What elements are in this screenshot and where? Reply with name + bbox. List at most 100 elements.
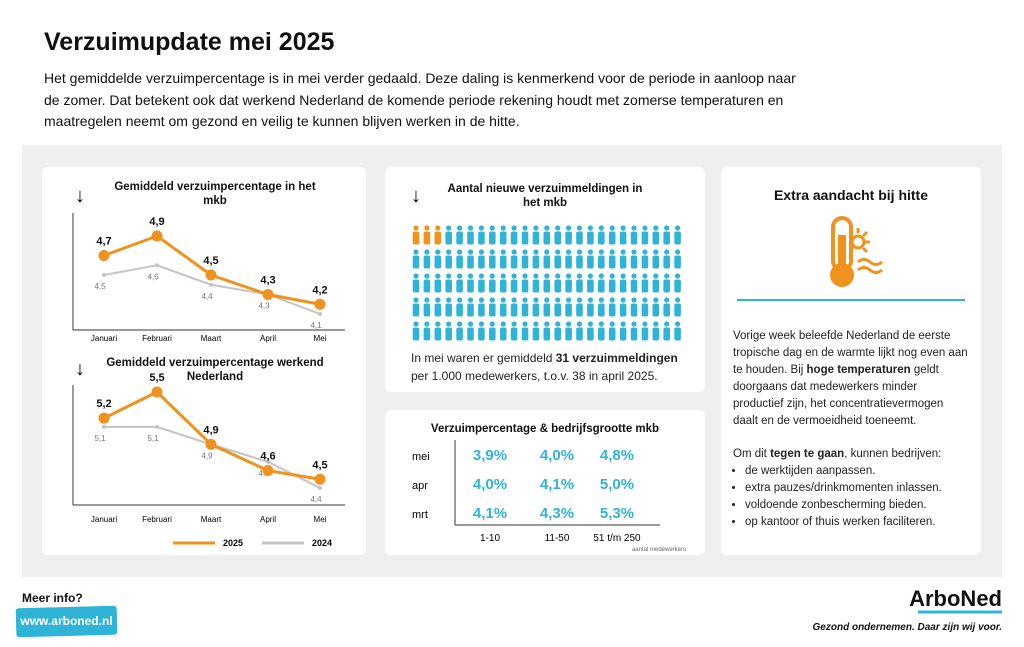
bullet: extra pauzes/drinkmomenten inlassen.: [745, 480, 985, 497]
person-icon: [598, 327, 605, 341]
person-icon: [566, 297, 572, 303]
bullet-list: de werktijden aanpassen.extra pauzes/dri…: [733, 463, 985, 531]
x-tick-label: Maart: [201, 334, 222, 343]
person-icon: [674, 303, 681, 317]
person-icon: [489, 327, 496, 341]
person-icon: [620, 321, 626, 327]
more-info: Meer info?: [22, 591, 83, 605]
person-icon: [511, 273, 517, 279]
person-icon: [435, 225, 441, 231]
person-icon: [631, 273, 637, 279]
bullet: op kantoor of thuis werken faciliteren.: [745, 514, 985, 531]
person-icon: [467, 297, 474, 303]
card: [385, 410, 705, 555]
person-icon: [609, 321, 615, 327]
person-icon: [554, 231, 561, 245]
person-icon: [435, 321, 441, 327]
data-point: [266, 459, 270, 464]
intro-text: Het gemiddelde verzuimpercentage is in m…: [44, 70, 796, 129]
data-point: [151, 230, 163, 242]
table-cell: 4,3%: [540, 505, 574, 522]
table-cell: 4,8%: [600, 447, 634, 464]
row-label: apr: [412, 480, 428, 492]
person-icon: [609, 225, 615, 231]
person-icon: [608, 279, 616, 293]
person-icon: [456, 279, 463, 293]
person-icon: [565, 303, 572, 317]
person-icon: [576, 273, 583, 279]
person-icon: [413, 297, 419, 303]
person-icon: [543, 231, 551, 245]
person-icon: [478, 321, 484, 327]
value-label: 5,1: [94, 434, 106, 443]
person-icon: [587, 249, 594, 255]
data-point: [151, 386, 163, 398]
person-icon: [598, 273, 604, 279]
person-icon: [565, 231, 572, 245]
person-icon: [663, 279, 670, 293]
person-icon: [532, 231, 540, 245]
person-icon: [587, 255, 594, 269]
person-icon: [674, 279, 681, 293]
person-icon: [510, 231, 518, 245]
person-icon: [587, 321, 594, 327]
row-label: mrt: [412, 509, 428, 521]
value-label: 5,2: [96, 398, 111, 410]
person-icon: [522, 225, 528, 231]
data-point: [262, 465, 274, 477]
person-icon: [652, 279, 660, 293]
table-note: aantal medewerkers: [632, 547, 686, 553]
person-icon: [500, 297, 506, 303]
person-icon: [511, 225, 517, 231]
person-icon: [522, 273, 528, 279]
table-title: Verzuimpercentage & bedrijfsgrootte mkb: [430, 423, 660, 435]
person-icon: [642, 273, 648, 279]
person-icon: [544, 273, 550, 279]
person-icon: [619, 327, 627, 341]
data-point: [262, 289, 274, 300]
person-icon: [565, 327, 572, 341]
card: [721, 167, 981, 555]
person-icon: [510, 279, 518, 293]
person-icon: [653, 321, 659, 327]
person-icon: [434, 327, 442, 341]
person-icon: [642, 297, 648, 303]
person-icon: [663, 231, 670, 245]
person-icon: [554, 303, 561, 317]
person-icon: [576, 231, 583, 245]
person-icon: [510, 255, 518, 269]
person-icon: [457, 225, 463, 231]
person-icon: [587, 231, 594, 245]
person-icon: [544, 321, 550, 327]
person-icon: [445, 303, 452, 317]
url[interactable]: www.arboned.nl: [20, 614, 113, 628]
data-point: [102, 273, 106, 277]
person-icon: [675, 225, 681, 231]
person-icon: [445, 231, 452, 245]
data-point: [314, 298, 326, 310]
person-icon: [576, 321, 583, 327]
value-label: 4,1: [310, 321, 322, 330]
person-icon: [576, 255, 583, 269]
person-icon: [499, 231, 507, 245]
text: Om dit: [733, 448, 771, 460]
person-icon: [565, 255, 572, 269]
x-tick-label: Januari: [91, 334, 117, 343]
value-label: 4,5: [312, 459, 327, 471]
value-label: 4,4: [310, 495, 322, 504]
value-label: 4,9: [201, 451, 213, 460]
person-icon: [521, 303, 529, 317]
person-icon: [598, 225, 604, 231]
person-icon: [675, 249, 681, 255]
person-icon: [457, 249, 463, 255]
person-icon: [533, 273, 539, 279]
person-icon: [587, 327, 594, 341]
person-icon: [467, 225, 474, 231]
text: Vorige week beleefde Nederland de eerste…: [733, 330, 968, 376]
x-tick-label: Mei: [314, 515, 327, 524]
row-label: mei: [412, 451, 430, 463]
info-title: Extra aandacht bij hitte: [773, 187, 929, 203]
person-icon: [608, 303, 616, 317]
